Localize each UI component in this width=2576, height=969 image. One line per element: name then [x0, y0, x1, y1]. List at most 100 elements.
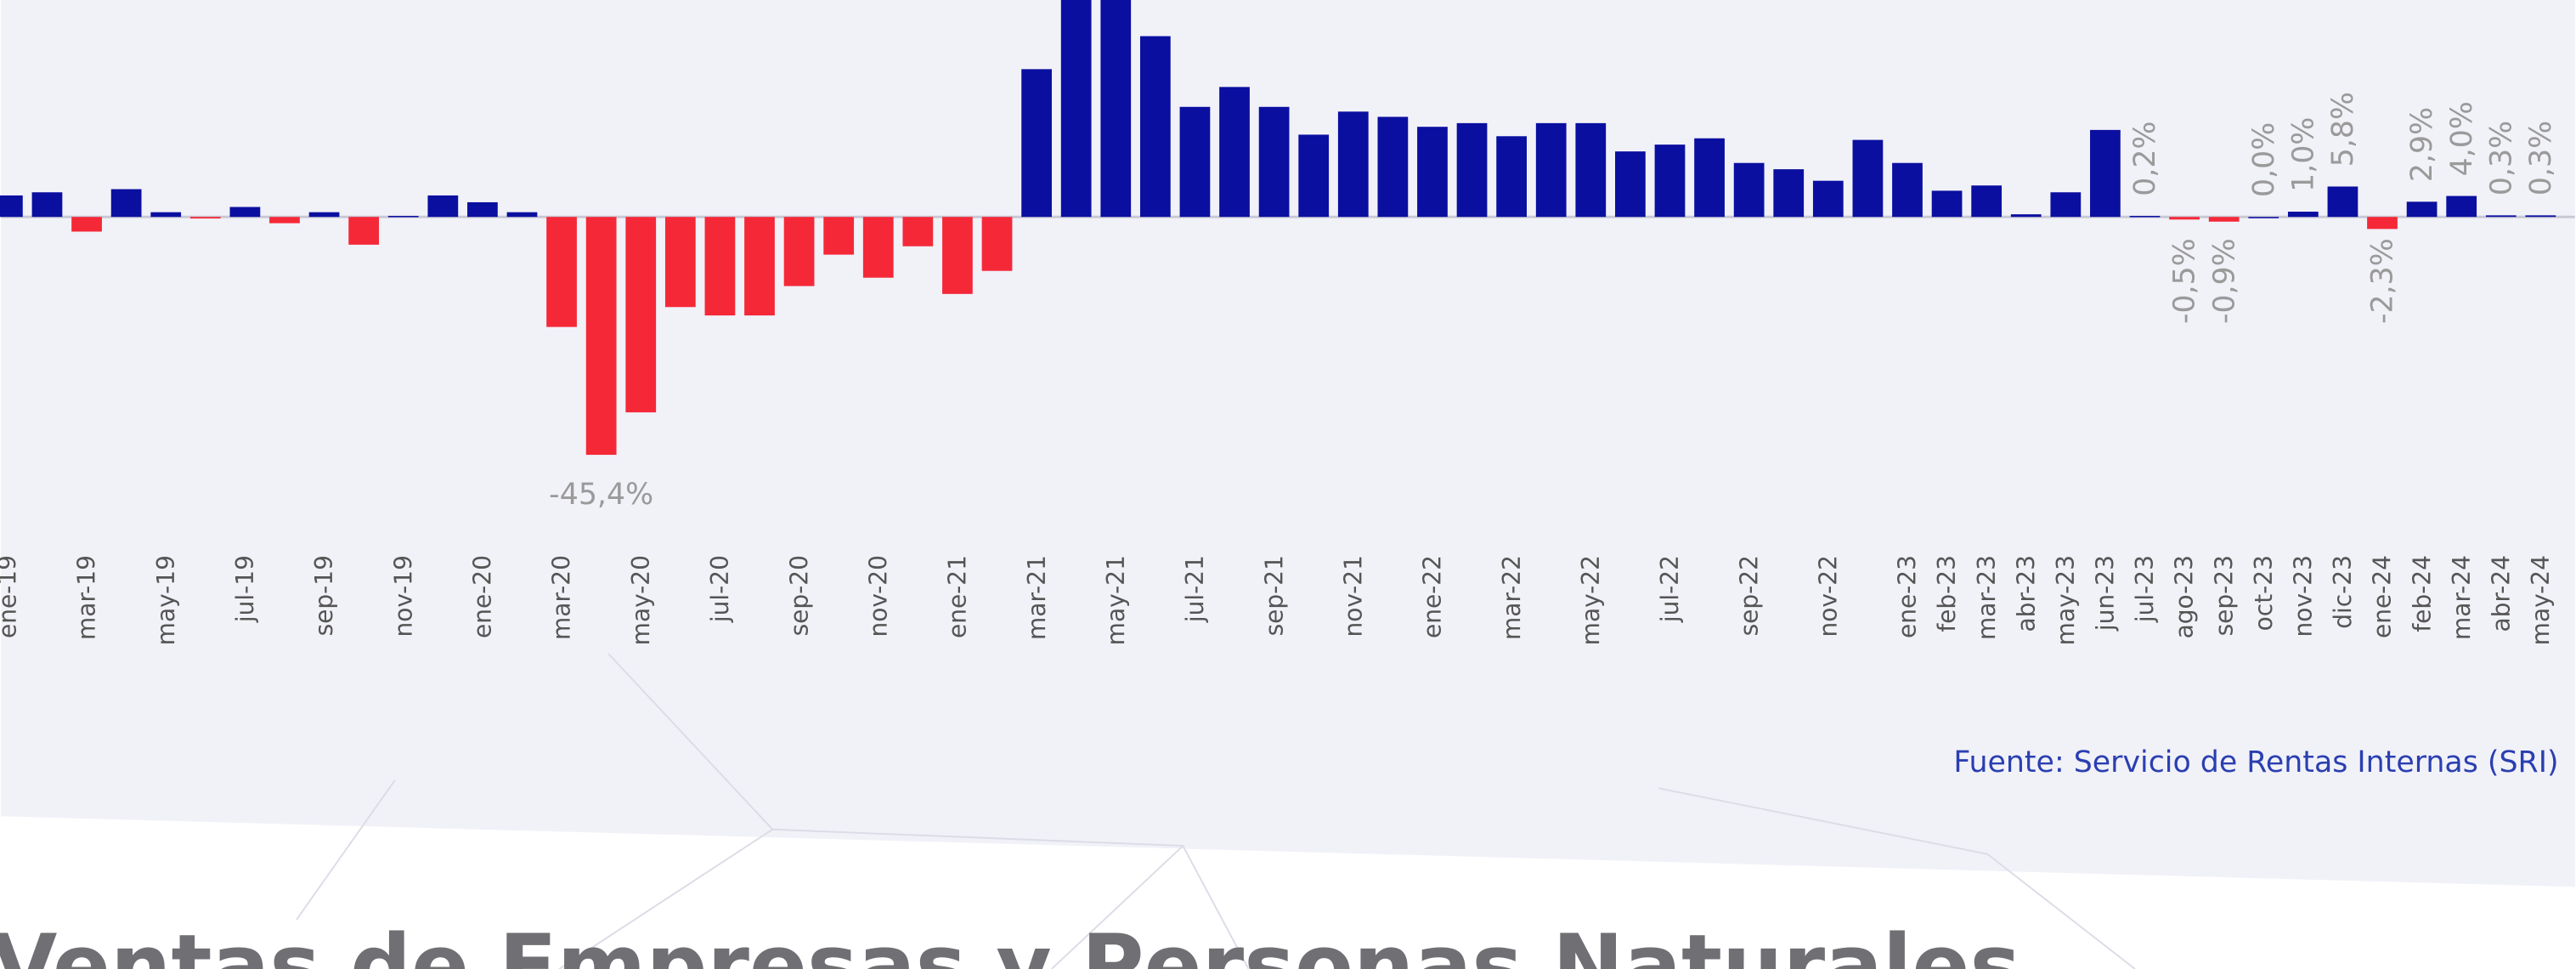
bar	[1852, 139, 1884, 218]
bar	[2248, 217, 2279, 218]
x-tick-label: jun-23	[2092, 555, 2120, 632]
value-label: -2,3%	[2366, 238, 2400, 324]
bar	[2485, 215, 2517, 218]
bar	[71, 217, 102, 232]
value-label: 0,3%	[2524, 121, 2558, 196]
value-label: -0,5%	[2168, 238, 2202, 324]
x-tick-label: ene-19	[0, 555, 22, 638]
bar	[348, 217, 380, 245]
bar	[1575, 122, 1607, 218]
bar	[269, 217, 300, 224]
bar	[664, 217, 696, 308]
x-tick-label: oct-23	[2250, 555, 2278, 631]
value-label: -45,4%	[549, 478, 653, 512]
x-tick-label: mar-24	[2448, 555, 2476, 640]
bar	[1219, 87, 1250, 218]
x-tick-label: ene-20	[469, 555, 497, 638]
bar	[546, 217, 577, 327]
bar	[1615, 151, 1646, 218]
bar	[1417, 127, 1448, 218]
bar	[1100, 0, 1132, 218]
bar	[2287, 212, 2319, 218]
x-tick-label: may-19	[152, 555, 180, 645]
bar	[427, 195, 459, 218]
bar	[902, 217, 934, 246]
x-tick-label: may-23	[2052, 555, 2080, 645]
bar	[744, 217, 775, 316]
x-tick-label: nov-20	[864, 555, 892, 637]
bar	[1298, 134, 1330, 218]
x-tick-label: feb-23	[1933, 555, 1961, 632]
white-band	[1, 816, 2575, 969]
bar	[1892, 162, 1923, 218]
x-tick-label: nov-21	[1339, 555, 1367, 637]
heading: Ventas de Empresas y Personas Naturales	[0, 916, 2020, 969]
bar	[2525, 215, 2556, 218]
bar	[467, 201, 498, 218]
value-label: 5,8%	[2326, 92, 2360, 167]
x-tick-label: jul-21	[1181, 555, 1209, 623]
x-tick-label: may-20	[627, 555, 655, 645]
bar	[229, 207, 261, 218]
bar	[1496, 136, 1528, 218]
x-tick-label: ene-21	[944, 555, 972, 638]
bar	[2208, 217, 2240, 222]
bar	[506, 212, 538, 218]
x-tick-label: may-24	[2527, 555, 2555, 645]
x-tick-label: sep-22	[1735, 555, 1763, 636]
bar	[1733, 162, 1765, 218]
bar	[1179, 106, 1211, 218]
x-tick-label: mar-19	[73, 555, 101, 640]
bar	[2446, 196, 2477, 218]
x-tick-label: dic-23	[2329, 555, 2357, 629]
x-tick-label: sep-19	[310, 555, 338, 636]
bar	[1377, 116, 1409, 218]
bar	[1971, 185, 2003, 218]
bar	[625, 217, 657, 413]
bar	[31, 192, 63, 218]
x-tick-label: may-21	[1102, 555, 1130, 645]
bar	[1060, 0, 1092, 218]
bar	[2129, 215, 2161, 218]
bar	[1931, 190, 1963, 218]
value-label: 0,3%	[2484, 121, 2518, 196]
bar	[1258, 106, 1290, 218]
bar	[308, 212, 340, 218]
x-tick-label: nov-22	[1814, 555, 1842, 637]
value-label: 0,0%	[2247, 122, 2281, 197]
bar	[110, 189, 142, 218]
x-tick-label: ene-22	[1419, 555, 1447, 638]
bar	[189, 217, 221, 219]
value-label: 0,2%	[2128, 121, 2162, 196]
value-label: -0,9%	[2207, 238, 2241, 324]
x-tick-label: sep-23	[2210, 555, 2238, 636]
x-tick-label: sep-21	[1260, 555, 1288, 636]
bar	[387, 215, 419, 218]
bar	[862, 217, 894, 278]
bar	[704, 217, 736, 316]
x-tick-label: mar-23	[1973, 555, 2001, 640]
x-tick-label: ene-24	[2369, 555, 2397, 638]
bar	[783, 217, 815, 286]
bar	[2367, 217, 2398, 230]
x-tick-label: jul-19	[231, 555, 259, 623]
bar	[942, 217, 973, 294]
bar	[1456, 122, 1488, 218]
bar	[1694, 138, 1725, 218]
x-tick-label: sep-20	[785, 555, 813, 636]
x-tick-label: ene-23	[1894, 555, 1922, 638]
x-tick-label: jul-23	[2131, 555, 2159, 623]
bar	[1812, 180, 1844, 218]
value-label: 2,9%	[2405, 107, 2439, 182]
bar	[1139, 36, 1171, 218]
x-tick-label: mar-20	[548, 555, 576, 640]
x-tick-label: abr-24	[2487, 555, 2515, 632]
bar	[2169, 217, 2200, 220]
bar	[585, 217, 617, 456]
x-tick-label: jul-22	[1656, 555, 1684, 623]
x-tick-label: nov-19	[389, 555, 417, 637]
x-tick-label: ago-23	[2171, 555, 2199, 638]
bar	[1654, 144, 1686, 218]
